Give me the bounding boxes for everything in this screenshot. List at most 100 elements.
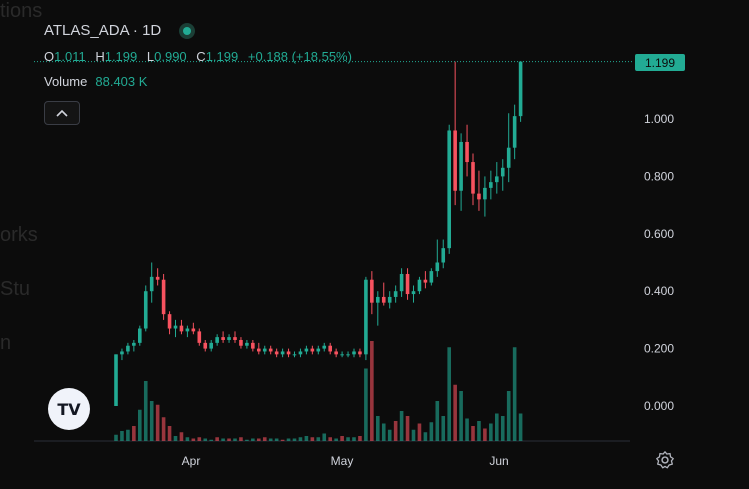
y-axis-tick-label: 1.000 — [644, 112, 674, 126]
candle-body — [352, 351, 356, 355]
candle-body — [370, 279, 374, 303]
background-text-4: n — [0, 332, 12, 354]
volume-bar — [251, 438, 255, 441]
volume-bar — [381, 423, 386, 441]
volume-bar — [179, 432, 184, 441]
ohlc-values: O1.011 H1.199 L0.990 C1.199 +0.188 (+18.… — [44, 49, 358, 64]
volume-bar — [262, 437, 267, 441]
candle-body — [310, 348, 315, 352]
volume-bar — [435, 401, 440, 441]
volume-bar — [138, 409, 142, 441]
candle-body — [185, 328, 190, 332]
high-label: H — [95, 49, 105, 64]
candle-body — [298, 351, 303, 355]
y-axis-tick-label: 0.400 — [644, 284, 674, 298]
candle-body — [221, 337, 225, 340]
candle-body — [209, 342, 213, 349]
volume-bar — [286, 438, 291, 441]
candle-body — [322, 345, 327, 349]
settings-gear-icon[interactable] — [654, 449, 676, 471]
candle-body — [155, 276, 160, 280]
legend-header: ATLAS_ADA · 1D — [44, 22, 196, 39]
market-status-icon[interactable] — [179, 22, 196, 39]
open-value: 1.011 — [54, 49, 86, 64]
y-axis-tick-label: 0.600 — [644, 227, 674, 241]
volume-bar — [143, 381, 148, 441]
volume-bar — [506, 391, 511, 441]
volume-bar — [209, 439, 213, 441]
candle-body — [257, 348, 261, 352]
background-text-1: tions — [0, 0, 43, 22]
candle-body — [429, 271, 434, 283]
candle-body — [161, 279, 166, 315]
candle-body — [239, 339, 243, 346]
candle-body — [471, 162, 475, 194]
candle-body — [411, 291, 416, 295]
volume-bar — [393, 421, 398, 441]
chevron-up-icon — [56, 109, 68, 117]
candle-body — [274, 351, 279, 355]
candle-body — [512, 116, 517, 148]
candle-body — [518, 61, 523, 117]
candle-body — [126, 345, 130, 352]
candle-body — [143, 291, 148, 329]
candle-body — [358, 351, 362, 355]
volume-bar — [114, 434, 118, 441]
volume-bar — [459, 391, 463, 441]
symbol-title[interactable]: ATLAS_ADA · 1D — [44, 22, 162, 39]
high-value: 1.199 — [104, 49, 138, 64]
candle-body — [149, 276, 154, 292]
volume-bar — [346, 437, 350, 441]
volume-bar — [167, 426, 172, 441]
close-label: C — [196, 49, 206, 64]
volume-bar — [316, 437, 321, 441]
volume-bar — [239, 437, 243, 441]
volume-bar — [191, 438, 196, 441]
candle-body — [381, 296, 386, 303]
candle-body — [262, 348, 267, 352]
candle-body — [316, 348, 321, 352]
candle-body — [500, 167, 505, 177]
candle-body — [393, 291, 398, 297]
volume-bar — [376, 416, 380, 441]
candle-body — [245, 342, 249, 346]
volume-bar — [483, 428, 487, 441]
volume-bar — [268, 438, 273, 441]
volume-bar — [423, 432, 428, 441]
candle-body — [435, 262, 440, 272]
candle-body — [197, 331, 202, 343]
candle-body — [417, 279, 422, 292]
volume-legend: Volume 88.403 K — [44, 74, 147, 89]
volume-bar — [328, 437, 332, 441]
volume-bar — [405, 416, 410, 441]
volume-bar — [370, 341, 374, 441]
candle-body — [268, 348, 273, 352]
collapse-legend-button[interactable] — [44, 101, 80, 125]
change-value: +0.188 (+18.55%) — [247, 49, 352, 64]
volume-bar — [292, 438, 297, 441]
volume-bar — [471, 426, 475, 441]
candle-body — [286, 351, 291, 355]
volume-bar — [429, 422, 434, 441]
background-text-2: orks — [0, 224, 38, 246]
volume-bar — [132, 426, 136, 441]
candle-body — [483, 187, 487, 200]
volume-bar — [120, 431, 124, 441]
x-axis-tick-label: Apr — [182, 454, 201, 468]
volume-bar — [495, 413, 499, 441]
volume-bar — [352, 437, 356, 441]
volume-bar — [489, 423, 493, 441]
y-axis-tick-label: 0.000 — [644, 399, 674, 413]
candle-body — [459, 141, 463, 191]
volume-bar — [417, 423, 422, 441]
candle-body — [191, 328, 196, 332]
candle-body — [346, 354, 350, 356]
candle-body — [138, 328, 142, 343]
volume-bar — [364, 368, 368, 441]
volume-bar — [161, 417, 166, 441]
volume-bar — [340, 436, 344, 441]
volume-bar — [215, 437, 219, 441]
tradingview-logo-icon[interactable]: TV — [48, 388, 90, 430]
candle-body — [364, 279, 368, 355]
